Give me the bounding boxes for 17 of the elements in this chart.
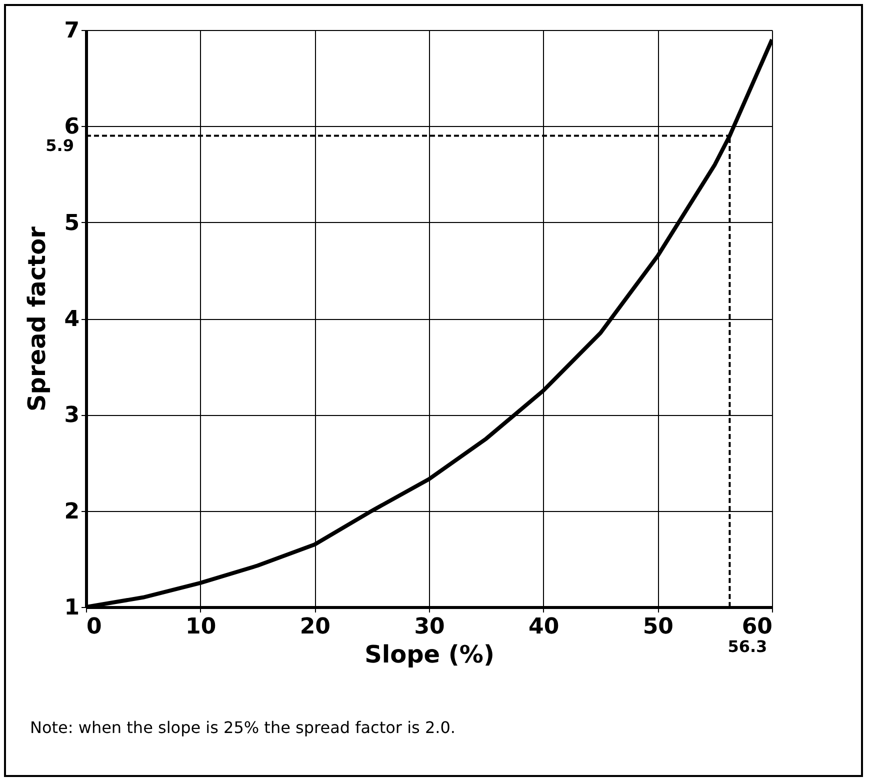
y-tick-label: 7: [64, 18, 80, 44]
x-tick-label: 0: [86, 614, 102, 640]
y-axis-title: Spread factor: [23, 226, 52, 412]
x-tick-label: 20: [300, 614, 330, 640]
y-tick-label: 5: [64, 210, 80, 236]
ref-line-label: 56.3: [728, 637, 768, 656]
x-tick-label: 40: [528, 614, 560, 640]
text: Note: when the slope is 25% the spread factor is 2.0.: [30, 718, 456, 737]
x-tick-label: 10: [186, 614, 216, 640]
x-tick-label: 30: [414, 614, 445, 640]
y-tick-label: 4: [64, 307, 80, 332]
y-tick-label: 3: [64, 403, 80, 428]
y-tick-label: 1: [64, 596, 80, 620]
x-tick-label: 50: [642, 614, 674, 640]
x-axis-title: Slope (%): [364, 640, 494, 668]
y-tick-label: 2: [64, 499, 80, 524]
x-tick-label: 60: [742, 614, 772, 640]
